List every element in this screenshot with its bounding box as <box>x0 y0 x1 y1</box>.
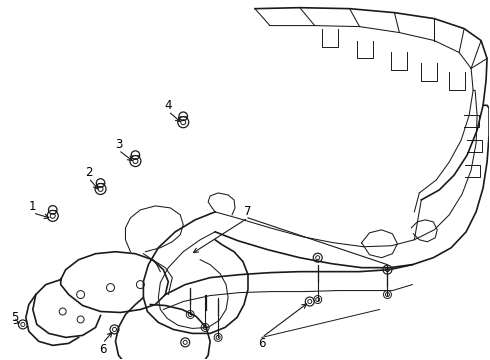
Text: 7: 7 <box>244 205 252 219</box>
Text: 1: 1 <box>29 201 37 213</box>
Text: 6: 6 <box>99 343 106 356</box>
Text: 5: 5 <box>11 311 19 324</box>
Text: 4: 4 <box>165 99 172 112</box>
Text: 3: 3 <box>115 138 122 150</box>
Text: 6: 6 <box>258 337 266 350</box>
Text: 2: 2 <box>85 166 92 179</box>
